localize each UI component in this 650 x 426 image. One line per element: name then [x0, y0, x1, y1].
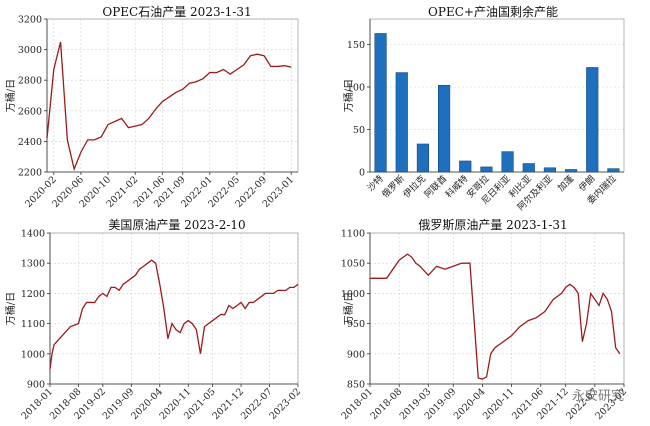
y-tick-label: 2600	[18, 106, 42, 117]
bar	[416, 143, 429, 173]
y-tick-label: 1100	[21, 319, 45, 330]
y-tick-label: 3200	[18, 15, 42, 26]
y-tick-label: 850	[347, 380, 365, 391]
opec-oil-production-chart: OPEC石油产量 2023-1-31 2200 2400 2600 2800 3000 32…	[4, 5, 299, 210]
bar	[522, 163, 535, 173]
plot-frame	[369, 232, 625, 385]
chart-title: OPEC石油产量 2023-1-31	[102, 5, 251, 19]
chart-title: 俄罗斯原油产量 2023-1-31	[418, 218, 567, 232]
plot-frame	[369, 18, 625, 173]
bar	[607, 168, 620, 173]
series-line	[46, 41, 292, 172]
us-crude-production-chart: 美国原油产量 2023-2-10 900 1000 1100 1200 1300 1400 万…	[4, 218, 303, 422]
y-tick-label: 0	[359, 168, 365, 179]
y-tick-label: 2400	[18, 137, 42, 148]
y-tick-label: 1050	[341, 259, 365, 270]
bar	[395, 72, 408, 173]
bar	[501, 151, 514, 173]
y-tick-label: 3000	[18, 45, 42, 56]
y-tick-label: 900	[347, 349, 365, 360]
plot-frame	[49, 232, 299, 385]
y-tick-label: 50	[353, 125, 365, 136]
y-tick-label: 950	[347, 319, 365, 330]
y-axis-label: 万桶/日	[4, 292, 17, 325]
category-label: 阿联酋	[422, 173, 450, 201]
series-line	[49, 259, 299, 369]
x-tick-label: 2023-02	[267, 386, 303, 422]
category-label: 科威特	[443, 173, 471, 201]
y-tick-label: 1000	[341, 289, 365, 300]
bar	[565, 169, 578, 173]
bar	[459, 160, 472, 173]
y-axis-label: 万桶/日	[342, 79, 355, 112]
y-tick-label: 2200	[18, 168, 42, 179]
chart-title: 美国原油产量 2023-2-10	[108, 218, 245, 232]
y-tick-label: 150	[347, 40, 365, 51]
category-label: 加蓬	[555, 173, 576, 194]
y-tick-label: 1200	[21, 289, 45, 300]
y-tick-label: 1400	[21, 229, 45, 240]
y-tick-label: 1000	[21, 349, 45, 360]
y-tick-label: 900	[27, 380, 45, 391]
bar	[438, 85, 451, 173]
bar	[480, 166, 493, 173]
chart-title: OPEC+产油国剩余产能	[428, 4, 558, 19]
y-tick-label: 2800	[18, 76, 42, 87]
bar	[374, 33, 387, 173]
y-tick-label: 100	[347, 83, 365, 94]
category-label: 伊拉克	[400, 173, 428, 201]
y-tick-label: 1300	[21, 259, 45, 270]
y-axis-label: 万桶/日	[342, 292, 355, 325]
watermark-text: 永安研究	[572, 389, 624, 404]
opec-plus-spare-capacity-chart: OPEC+产油国剩余产能050100150万桶/日沙特俄罗斯伊拉克阿联酋科威特安…	[342, 4, 625, 213]
y-axis-label: 万桶/日	[4, 79, 17, 112]
category-label: 俄罗斯	[379, 173, 407, 201]
series-line	[370, 253, 621, 380]
y-tick-label: 1100	[341, 229, 365, 240]
bar	[543, 167, 556, 173]
bar	[586, 67, 599, 173]
